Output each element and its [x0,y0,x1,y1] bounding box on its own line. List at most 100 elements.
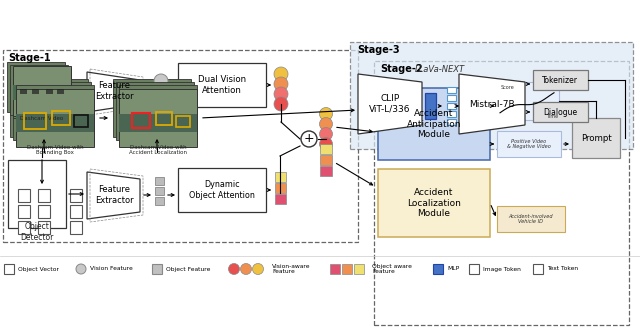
Bar [320,144,332,154]
Bar [13,66,71,116]
Bar [497,82,559,120]
Bar [433,264,443,274]
Bar [178,63,266,107]
Text: Stage-3: Stage-3 [357,45,399,55]
Text: Object Vector: Object Vector [18,267,59,272]
Bar [155,177,164,185]
Bar [132,113,150,128]
Bar [374,61,629,325]
Text: +: + [304,132,314,145]
Text: Stage-2: Stage-2 [380,64,422,74]
Text: LLaVa-NEXT: LLaVa-NEXT [415,64,465,73]
Bar [447,87,456,93]
Polygon shape [358,74,422,134]
Circle shape [274,97,288,111]
Bar [155,187,164,195]
Text: Accident
Anticipation
Module: Accident Anticipation Module [407,109,461,139]
Bar [176,116,190,127]
Polygon shape [87,72,140,112]
Text: Dynamic
Object Attention: Dynamic Object Attention [189,180,255,200]
Bar [447,95,456,101]
Bar [469,264,479,274]
Text: Object aware
Feature: Object aware Feature [372,264,412,275]
Bar [275,194,286,204]
Bar [13,85,71,100]
Bar [16,85,94,143]
Bar [350,42,633,149]
Bar [152,264,162,274]
Text: Object
Detector: Object Detector [20,222,54,242]
Text: Time: Time [546,114,558,119]
Bar [178,168,266,212]
Bar [38,189,50,202]
Text: Positive Video
& Negative Video: Positive Video & Negative Video [507,138,551,149]
Circle shape [274,87,288,101]
Bar [74,115,88,127]
Circle shape [76,264,86,274]
Text: Tokenizer: Tokenizer [542,75,578,85]
Bar [119,89,197,147]
Circle shape [274,67,288,81]
Circle shape [319,137,333,150]
Text: Dialogue: Dialogue [543,108,577,117]
Text: Accident-involved
Vehicle ID: Accident-involved Vehicle ID [509,213,553,224]
Bar [378,169,490,237]
Bar [13,82,91,140]
Polygon shape [459,74,525,134]
Text: Dashcam Video with
Accident Localization: Dashcam Video with Accident Localization [129,145,187,155]
Bar [572,118,620,158]
Text: Dashcam Video: Dashcam Video [20,116,63,121]
Bar [378,88,490,160]
Text: Stage-1: Stage-1 [8,53,51,63]
Bar [8,160,66,228]
Circle shape [253,264,264,275]
Text: Dual Vision
Attention: Dual Vision Attention [198,75,246,95]
Bar [119,114,197,132]
Text: Vision Feature: Vision Feature [90,267,132,272]
Circle shape [274,77,288,91]
Bar [116,82,194,140]
Bar [10,65,68,115]
Bar [320,166,332,176]
Bar [320,155,332,165]
Bar [70,205,82,218]
Bar [275,183,286,193]
Bar [52,111,70,125]
Text: Object Feature: Object Feature [166,267,211,272]
Bar [330,264,340,274]
Bar [7,62,65,112]
Bar [24,113,46,129]
Bar [354,264,364,274]
Bar [533,70,588,90]
Bar [10,79,88,137]
Bar [533,102,588,122]
Text: Image Token: Image Token [483,267,521,272]
Bar [447,111,456,117]
Bar [156,112,172,125]
Text: Feature
Extractor: Feature Extractor [95,81,133,101]
Polygon shape [87,172,140,219]
Bar [533,264,543,274]
Text: MLP: MLP [447,267,460,272]
Bar [447,119,456,125]
Circle shape [241,264,252,275]
Bar [155,197,164,205]
Text: Text Token: Text Token [547,267,578,272]
Text: Accident
Localization
Module: Accident Localization Module [407,188,461,218]
Circle shape [154,74,168,88]
Bar [46,89,53,94]
Bar [4,264,14,274]
Circle shape [301,131,317,147]
Bar [3,50,358,242]
Bar [16,89,94,147]
Circle shape [319,118,333,130]
Circle shape [154,84,168,98]
Text: Score: Score [501,85,515,90]
Bar [497,131,561,157]
Circle shape [319,108,333,121]
Text: Feature
Extractor: Feature Extractor [95,185,133,205]
Text: CLIP
ViT-L/336: CLIP ViT-L/336 [369,94,411,114]
Circle shape [319,127,333,140]
Bar [38,221,50,234]
Bar [342,264,352,274]
